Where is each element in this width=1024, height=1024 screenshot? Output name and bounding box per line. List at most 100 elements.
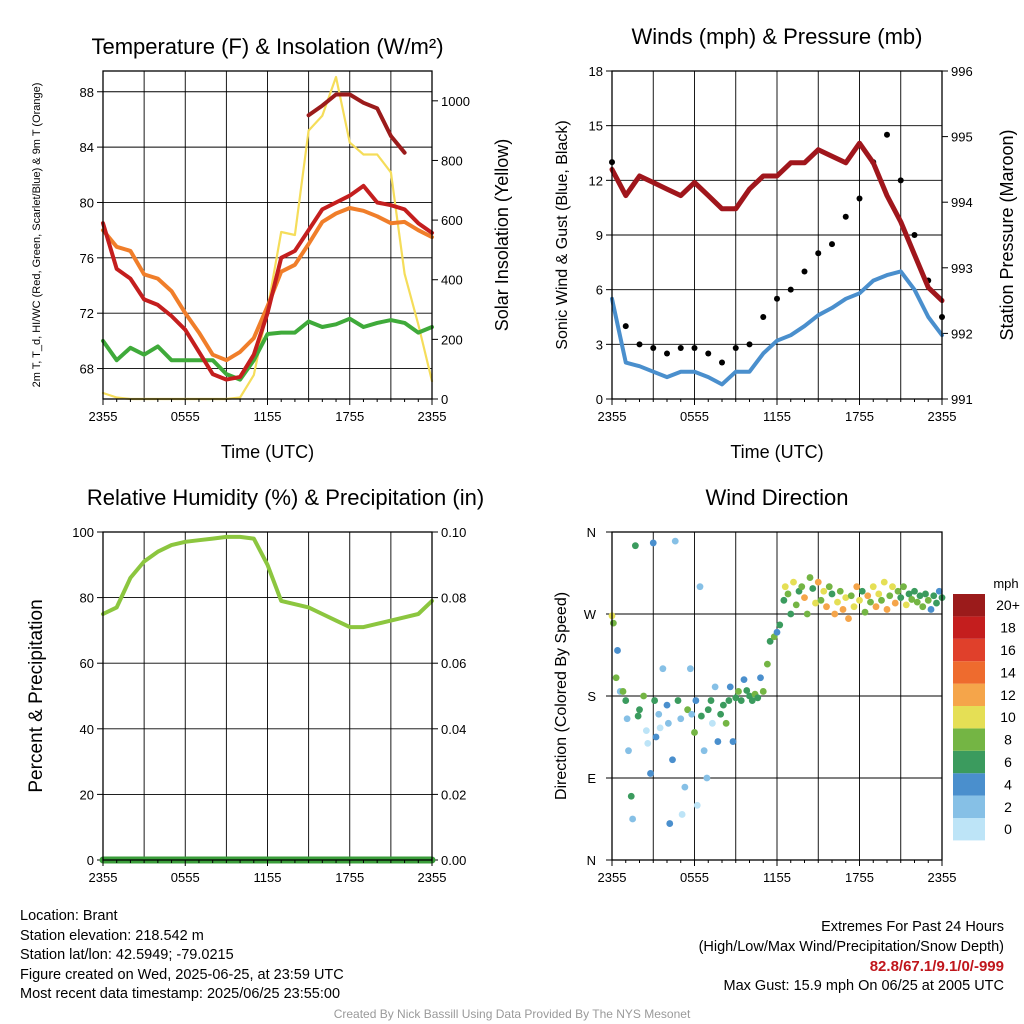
colorbar-swatch xyxy=(953,661,985,684)
x-tick-label: 2355 xyxy=(598,409,627,424)
wind-direction-point xyxy=(693,801,701,809)
y-tick-label: 3 xyxy=(596,337,603,352)
colorbar-swatch xyxy=(953,818,985,841)
credit-footer: Created By Nick Bassill Using Data Provi… xyxy=(333,1007,691,1021)
y-tick-label: 6 xyxy=(596,283,603,298)
wind-direction-point xyxy=(629,815,637,823)
wind-direction-point xyxy=(856,596,863,604)
gust-point xyxy=(760,314,767,320)
wind-direction-point xyxy=(889,583,896,591)
wind-direction-point xyxy=(634,712,642,720)
gust-point xyxy=(636,341,643,348)
x-tick-label: 2355 xyxy=(418,409,447,424)
wind-direction-point xyxy=(853,583,861,591)
colorbar-label: 2 xyxy=(1004,799,1012,815)
y-tick-label: 20 xyxy=(80,787,94,802)
wind-direction-point xyxy=(933,599,940,607)
wind-direction-point xyxy=(609,619,617,627)
y-tick-label: 40 xyxy=(80,722,94,737)
y-tick-label: 9 xyxy=(596,228,603,243)
wind-direction-point xyxy=(864,592,872,600)
y-tick-label: 68 xyxy=(80,362,94,377)
wind-direction-point xyxy=(842,594,850,601)
colorbar-label: 20+ xyxy=(996,597,1020,613)
y-tick-label: E xyxy=(587,771,596,786)
y-right-tick-label: 994 xyxy=(951,195,973,210)
y-right-tick-label: 995 xyxy=(951,130,973,145)
wind-direction-point xyxy=(875,590,883,598)
y-axis-title-right: Station Pressure (Maroon) xyxy=(997,129,1017,340)
wind-direction-point xyxy=(836,587,844,595)
wind-direction-point xyxy=(897,594,905,601)
colorbar-unit: mph xyxy=(993,576,1018,591)
wind-direction-point xyxy=(674,697,682,704)
wind-direction-point xyxy=(625,747,632,755)
gust-point xyxy=(801,268,808,275)
x-tick-label: 0555 xyxy=(171,409,200,424)
wind-direction-point xyxy=(651,697,659,704)
y-axis-title: Direction (Colored By Speed) xyxy=(553,592,570,800)
wind-direction-point xyxy=(725,697,733,704)
y-right-tick-label: 600 xyxy=(441,213,463,228)
wind-direction-point xyxy=(924,596,932,604)
gust-point xyxy=(677,344,684,351)
wind-direction-point xyxy=(825,583,833,591)
y-tick-label: 60 xyxy=(80,656,94,671)
y-right-tick-label: 0.02 xyxy=(441,787,466,802)
wind-direction-point xyxy=(869,583,877,591)
wind-direction-point xyxy=(817,596,825,604)
wind-direction-point xyxy=(766,637,774,645)
wind-direction-point xyxy=(656,724,664,732)
colorbar-label: 10 xyxy=(1000,709,1016,725)
x-tick-label: 1155 xyxy=(254,409,282,424)
series-2m-t xyxy=(101,183,434,382)
wind-direction-point xyxy=(878,596,885,604)
y-tick-label: 0 xyxy=(596,392,603,407)
x-tick-label: 1155 xyxy=(763,409,791,424)
wind-direction-point xyxy=(803,610,811,618)
wind-direction-point xyxy=(711,683,719,691)
y-right-tick-label: 991 xyxy=(951,392,973,407)
y-tick-label: 100 xyxy=(72,525,94,540)
colorbar-label: 8 xyxy=(1004,732,1012,748)
wind-direction-point xyxy=(905,590,913,598)
colorbar-swatch xyxy=(953,616,985,639)
wind-direction-point xyxy=(717,710,725,718)
y-right-tick-label: 993 xyxy=(951,261,973,276)
wind-direction-point xyxy=(622,697,630,704)
wind-direction-point xyxy=(886,592,894,600)
colorbar-label: 12 xyxy=(1000,687,1016,703)
wind-direction-point xyxy=(831,610,839,618)
series-relative-humidity xyxy=(101,534,434,630)
y-tick-label: 15 xyxy=(589,119,603,134)
wind-direction-point xyxy=(735,688,742,695)
max-gust: Max Gust: 15.9 mph On 06/25 at 2005 UTC xyxy=(723,977,1004,994)
wind-direction-point xyxy=(743,687,751,694)
colorbar-swatch xyxy=(953,706,985,729)
wind-direction-point xyxy=(729,738,737,745)
wind-direction-point xyxy=(787,610,795,618)
gust-point xyxy=(911,232,918,238)
y-tick-label: S xyxy=(587,689,596,704)
chart-title: Winds (mph) & Pressure (mb) xyxy=(632,24,923,49)
x-tick-label: 2355 xyxy=(89,870,118,885)
colorbar-label: 16 xyxy=(1000,642,1016,658)
y-right-tick-label: 0.08 xyxy=(441,591,466,606)
gust-point xyxy=(705,350,712,357)
wind-direction-point xyxy=(858,587,866,595)
wind-direction-point xyxy=(623,715,631,723)
wind-direction-point xyxy=(740,676,748,683)
colorbar-label: 4 xyxy=(1004,776,1012,792)
wind-direction-point xyxy=(691,729,698,736)
wind-direction-point xyxy=(707,697,715,704)
wind-direction-point xyxy=(880,578,888,586)
wind-direction-point xyxy=(719,701,727,709)
y-tick-label: 80 xyxy=(80,195,94,210)
extremes-values: 82.8/67.1/9.1/0/-999 xyxy=(869,958,1004,975)
station-location: Location: Brant xyxy=(20,908,118,924)
colorbar-swatch xyxy=(953,683,985,706)
y-tick-label: 18 xyxy=(589,64,603,79)
wind-direction-point xyxy=(666,820,674,827)
wind-direction-point xyxy=(861,608,869,616)
